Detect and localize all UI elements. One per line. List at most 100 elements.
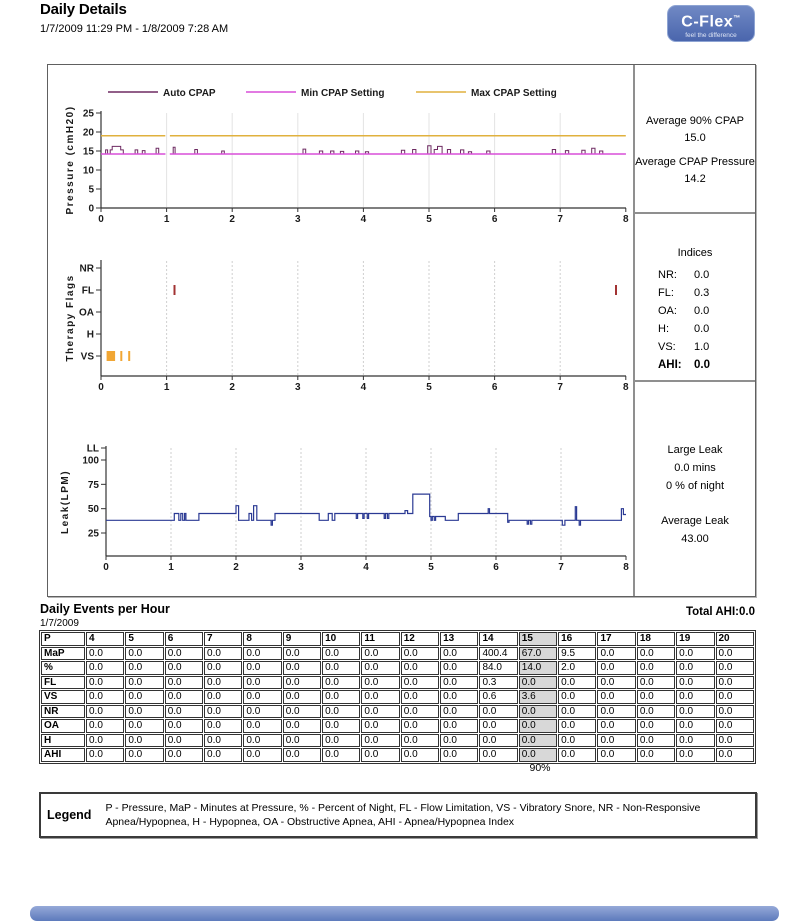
index-row-h: H: 0.0 <box>658 323 710 335</box>
table-cell: 0.0 <box>597 748 636 762</box>
events-table-date: 1/7/2009 <box>40 618 79 629</box>
svg-text:4: 4 <box>363 562 369 573</box>
table-cell: 84.0 <box>479 661 518 675</box>
cflex-logo: C-Flex™ feel the difference <box>667 5 755 42</box>
table-cell: 0.0 <box>322 661 361 675</box>
table-cell: 0.3 <box>479 675 518 689</box>
svg-text:8: 8 <box>623 214 629 225</box>
col-header-4: 4 <box>86 632 125 646</box>
table-cell: 2.0 <box>558 661 597 675</box>
svg-text:3: 3 <box>295 382 301 393</box>
svg-text:75: 75 <box>88 480 100 491</box>
svg-text:7: 7 <box>557 214 563 225</box>
svg-text:0: 0 <box>98 214 104 225</box>
logo-trademark-icon: ™ <box>733 15 741 22</box>
table-cell: 0.0 <box>715 704 754 718</box>
table-cell: 0.0 <box>164 719 204 733</box>
svg-text:Leak(LPM): Leak(LPM) <box>60 470 71 534</box>
table-cell: 0.0 <box>282 646 322 660</box>
table-cell: 0.0 <box>676 675 715 689</box>
footer-bar <box>30 906 779 921</box>
avg-cpap-pressure-label: Average CPAP Pressure <box>635 156 755 168</box>
table-cell: 0.0 <box>125 646 164 660</box>
col-header-10: 10 <box>322 632 361 646</box>
table-cell: 0.0 <box>715 690 754 704</box>
table-cell: 0.0 <box>125 661 164 675</box>
legend-label: Legend <box>47 808 92 822</box>
table-cell: 0.0 <box>636 646 676 660</box>
table-cell: 0.0 <box>518 748 558 762</box>
leak-stats-panel: Large Leak 0.0 mins 0 % of night Average… <box>635 441 755 548</box>
table-cell: 0.0 <box>322 748 361 762</box>
table-cell: 0.0 <box>597 733 636 747</box>
table-cell: 0.0 <box>676 646 715 660</box>
table-cell: 14.0 <box>518 661 558 675</box>
col-header-17: 17 <box>597 632 636 646</box>
table-cell: 0.0 <box>322 733 361 747</box>
avg-90-cpap-value: 15.0 <box>684 132 706 144</box>
table-cell: 0.0 <box>440 719 479 733</box>
row-label: H <box>41 733 85 747</box>
table-cell: 0.0 <box>518 733 558 747</box>
table-cell: 0.0 <box>164 646 204 660</box>
table-cell: 0.0 <box>204 646 243 660</box>
table-cell: 0.0 <box>558 719 597 733</box>
svg-text:7: 7 <box>558 562 564 573</box>
table-cell: 67.0 <box>518 646 558 660</box>
svg-text:5: 5 <box>88 185 94 196</box>
svg-text:Therapy Flags: Therapy Flags <box>65 274 76 361</box>
svg-text:0: 0 <box>98 382 104 393</box>
table-row-fl: FL 0.0 0.0 0.0 0.0 0.0 0.0 0.0 0.0 0.0 0.0 0.3 0.0 0.… <box>41 675 754 689</box>
table-cell: 0.0 <box>125 733 164 747</box>
table-cell: 0.0 <box>164 748 204 762</box>
table-row-map: MaP 0.0 0.0 0.0 0.0 0.0 0.0 0.0 0.0 0.0 0.0 400.4 67… <box>41 646 754 660</box>
svg-text:3: 3 <box>295 214 301 225</box>
table-cell: 0.0 <box>558 690 597 704</box>
svg-text:4: 4 <box>361 382 367 393</box>
panel-divider-vertical <box>633 65 635 596</box>
auto-cpap-series <box>169 145 626 155</box>
table-cell: 0.0 <box>676 704 715 718</box>
table-cell: 0.0 <box>164 690 204 704</box>
col-header-6: 6 <box>164 632 204 646</box>
table-cell: 0.0 <box>597 661 636 675</box>
table-cell: 0.0 <box>440 733 479 747</box>
table-row-%: % 0.0 0.0 0.0 0.0 0.0 0.0 0.0 0.0 0.0 0.0 84.0 14.0 2… <box>41 661 754 675</box>
table-cell: 0.0 <box>715 733 754 747</box>
table-cell: 0.0 <box>86 675 125 689</box>
events-table-host: P 4 5 6 7 8 9 10 11 12 13 14 15 16 17 18 19 20 MaP 0.0 0.0 0.… <box>39 630 756 764</box>
svg-text:0: 0 <box>88 204 94 215</box>
table-cell: 0.0 <box>282 748 322 762</box>
indices-title: Indices <box>677 247 713 259</box>
col-header-7: 7 <box>204 632 243 646</box>
table-cell: 0.0 <box>558 748 597 762</box>
row-label: MaP <box>41 646 85 660</box>
table-cell: 0.0 <box>636 661 676 675</box>
col-header-19: 19 <box>676 632 715 646</box>
table-cell: 0.0 <box>597 719 636 733</box>
svg-text:2: 2 <box>229 382 235 393</box>
events-table-title: Daily Events per Hour <box>40 602 170 616</box>
table-cell: 0.0 <box>676 719 715 733</box>
large-leak-pct: 0 % of night <box>665 480 725 492</box>
col-header-20: 20 <box>715 632 754 646</box>
table-cell: 0.0 <box>440 704 479 718</box>
svg-text:25: 25 <box>83 109 95 120</box>
charts-panel: 0 5 10 15 20 25 0 1 2 3 4 5 6 7 8 Pressure (cmH20) Auto … <box>47 64 756 597</box>
avg-cpap-pressure-value: 14.2 <box>684 173 706 185</box>
table-row-vs: VS 0.0 0.0 0.0 0.0 0.0 0.0 0.0 0.0 0.0 0.0 0.6 3.6 0.… <box>41 690 754 704</box>
table-cell: 0.0 <box>479 748 518 762</box>
table-cell: 0.0 <box>597 675 636 689</box>
large-leak-label: Large Leak <box>667 444 723 456</box>
table-row-h: H 0.0 0.0 0.0 0.0 0.0 0.0 0.0 0.0 0.0 0.0 0.0 0.0 0.0… <box>41 733 754 747</box>
svg-text:20: 20 <box>83 128 95 139</box>
table-cell: 0.0 <box>636 690 676 704</box>
row-label: VS <box>41 690 85 704</box>
table-cell: 0.0 <box>676 661 715 675</box>
table-cell: 0.0 <box>558 704 597 718</box>
table-cell: 0.0 <box>243 733 282 747</box>
table-cell: 0.0 <box>164 675 204 689</box>
table-cell: 0.0 <box>518 704 558 718</box>
table-cell: 0.0 <box>597 704 636 718</box>
